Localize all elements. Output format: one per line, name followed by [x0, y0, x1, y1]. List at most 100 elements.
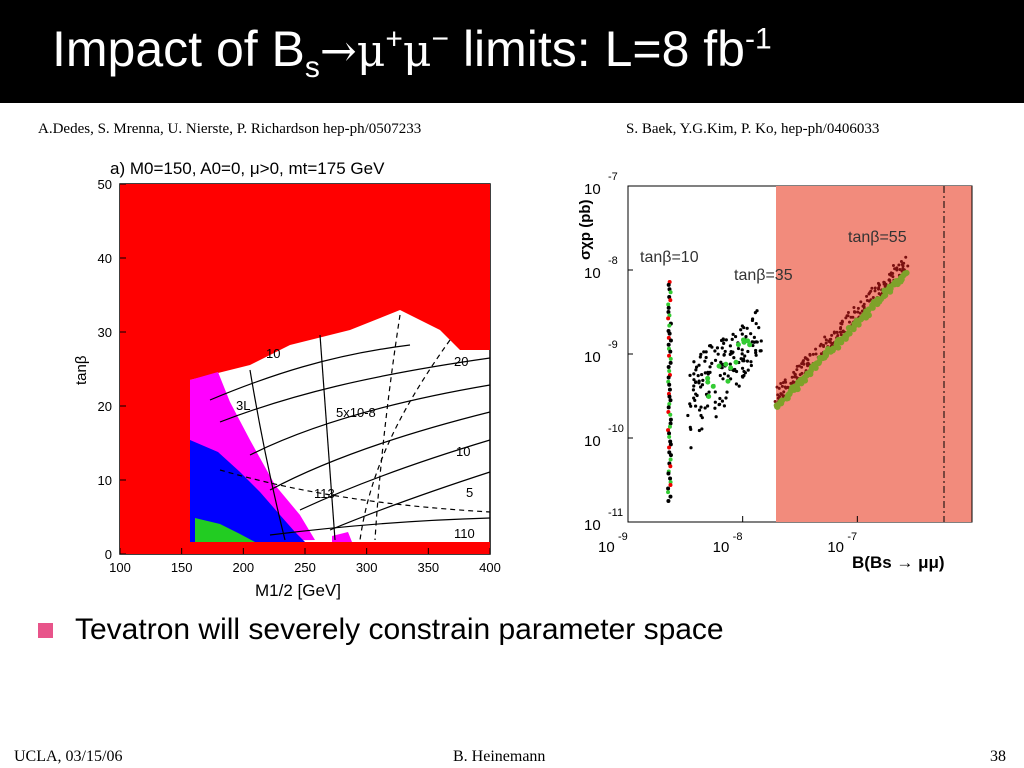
- blue-region: [190, 440, 305, 542]
- data-point-tanb35: [732, 356, 736, 360]
- data-point-tanb35: [737, 384, 741, 388]
- contour-label: 10: [456, 444, 470, 459]
- data-point-tanb35: [724, 338, 728, 342]
- x-tick-exponent: -8: [733, 531, 743, 543]
- right-chart-ylabel: σχp (pb): [577, 199, 594, 260]
- data-point-tanb10: [667, 382, 672, 387]
- data-point-tanb55: [800, 365, 804, 369]
- data-point-tanb35: [740, 348, 744, 352]
- data-point-tanb35: [731, 332, 735, 336]
- data-point-tanb35: [692, 372, 696, 376]
- footer-page-number: 38: [990, 748, 1006, 765]
- data-point-tanb35: [720, 399, 725, 403]
- data-point-tanb35: [706, 404, 710, 408]
- data-point-tanb10: [668, 398, 673, 403]
- data-point-tanb55: [824, 341, 828, 345]
- data-point-tanb55: [852, 310, 856, 314]
- data-point-tanb35: [714, 415, 718, 419]
- data-point-tanb55: [814, 347, 818, 351]
- data-point-tanb35: [699, 385, 703, 389]
- data-point-tanb55: [811, 352, 815, 356]
- magenta-blob: [332, 532, 352, 542]
- data-point-tanb35: [689, 404, 693, 408]
- data-point-tanb35: [722, 372, 727, 376]
- data-point-tanb55: [902, 261, 906, 265]
- data-point-tanb55: [858, 311, 862, 315]
- data-point-tanb10: [666, 309, 671, 314]
- data-point-tanb35: [700, 427, 704, 431]
- data-point-tanb35-highlight: [733, 359, 739, 365]
- data-point-tanb55: [891, 275, 895, 279]
- data-point-tanb55: [793, 372, 797, 376]
- data-point-tanb10: [667, 434, 672, 439]
- data-point-tanb35: [699, 405, 703, 409]
- y-tick-exponent: -7: [608, 171, 618, 183]
- data-point-tanb35: [753, 310, 757, 315]
- data-point-tanb35: [718, 373, 722, 378]
- data-point-tanb35: [736, 346, 741, 351]
- footer-date: UCLA, 03/15/06: [14, 748, 123, 765]
- y-tick-label: 10: [584, 265, 601, 282]
- data-point-tanb35: [713, 400, 717, 404]
- data-point-tanb35: [704, 355, 708, 360]
- data-point-tanb35: [739, 328, 743, 332]
- data-point-tanb35: [734, 369, 739, 374]
- data-point-tanb55: [779, 392, 783, 396]
- y-tick-label: 10: [584, 181, 601, 198]
- data-point-tanb10: [668, 298, 673, 303]
- data-point-tanb35: [692, 384, 696, 388]
- data-point-tanb10: [666, 428, 671, 433]
- data-point-tanb35: [717, 403, 721, 407]
- data-point-tanb10: [668, 494, 673, 499]
- contour-label: 113: [314, 486, 335, 501]
- y-tick-label: 0: [105, 547, 112, 562]
- data-point-tanb55: [906, 264, 910, 268]
- data-point-tanb35: [744, 335, 748, 339]
- y-tick-exponent: -10: [608, 423, 624, 435]
- data-point-tanb35: [730, 337, 734, 341]
- data-point-tanb55: [791, 380, 795, 384]
- data-point-tanb55: [824, 338, 828, 342]
- data-point-tanb35: [703, 371, 707, 375]
- data-point-tanb55: [901, 264, 905, 268]
- data-point-tanb35: [716, 352, 720, 356]
- data-point-tanb55: [846, 310, 850, 314]
- data-point-tanb10: [667, 369, 672, 374]
- data-point-tanb35: [703, 359, 707, 363]
- data-point-tanb35: [694, 404, 698, 408]
- left-chart-ylabel: tanβ: [73, 355, 90, 385]
- excluded-region-red: [120, 184, 490, 554]
- y-tick-label: 40: [98, 251, 112, 266]
- data-point-tanb10: [666, 486, 671, 491]
- left-chart: a) M0=150, A0=0, μ>0, mt=175 GeV 10 20 3…: [73, 159, 501, 600]
- data-point-tanb35: [723, 349, 727, 354]
- left-chart-xlabel: M1/2 [GeV]: [255, 581, 341, 600]
- data-point-tanb35-highlight: [705, 375, 711, 381]
- data-point-tanb10: [668, 417, 673, 422]
- data-point-tanb35: [757, 326, 761, 330]
- data-point-tanb55: [793, 375, 797, 379]
- data-point-tanb55: [846, 314, 850, 318]
- data-point-tanb55: [859, 300, 863, 304]
- x-tick-label: 150: [171, 560, 193, 575]
- data-point-tanb10: [668, 360, 673, 365]
- data-point-tanb35: [700, 372, 704, 377]
- data-point-tanb10: [666, 490, 671, 495]
- data-point-tanb35: [719, 360, 723, 364]
- data-point-tanb35: [697, 408, 702, 412]
- x-tick-label: 400: [479, 560, 501, 575]
- data-point-tanb10: [667, 424, 672, 429]
- data-point-tanb35: [713, 358, 718, 362]
- data-point-tanb35: [692, 360, 696, 364]
- data-point-tanb55: [803, 356, 807, 360]
- right-chart: tanβ=10 tanβ=35 tanβ=55 10-710-810-910-1…: [577, 171, 973, 572]
- data-point-tanb10: [668, 442, 673, 447]
- data-point-tanb10: [668, 338, 673, 343]
- x-tick-label: 300: [356, 560, 378, 575]
- data-point-tanb35-highlight: [723, 361, 729, 367]
- data-point-tanb35: [703, 406, 707, 410]
- data-point-tanb35-highlight: [747, 342, 753, 348]
- data-point-tanb10: [667, 402, 672, 407]
- data-point-tanb55: [818, 344, 822, 348]
- data-point-tanb35: [734, 382, 739, 386]
